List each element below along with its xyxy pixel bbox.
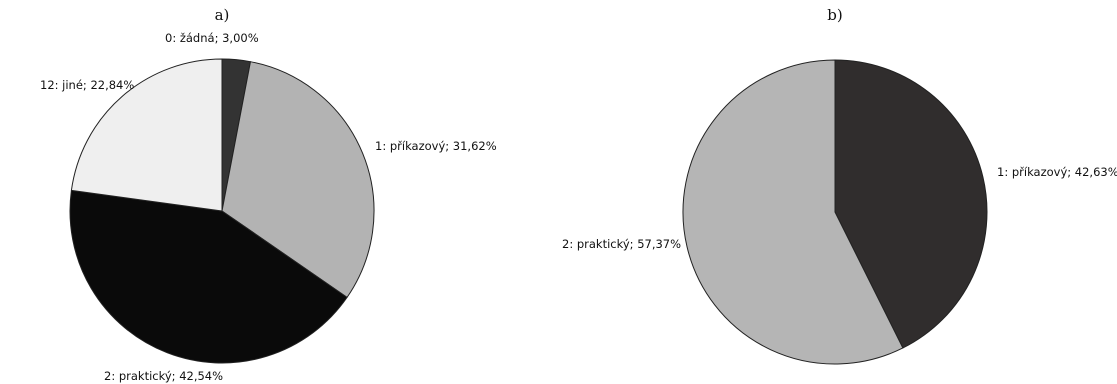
chart-a-title: a) (215, 6, 230, 24)
chart-a-slice-2 (69, 189, 348, 364)
chart-a-label-zadna: 0: žádná; 3,00% (165, 31, 259, 45)
chart-a-label-prikazovy: 1: příkazový; 31,62% (375, 139, 497, 153)
chart-b-slice-1 (682, 59, 904, 365)
chart-b-title: b) (827, 6, 842, 24)
chart-a-slice-3 (70, 58, 223, 212)
chart-a-slices (69, 58, 375, 364)
chart-b-label-prikazovy: 1: příkazový; 42,63% (997, 165, 1117, 179)
chart-b: b) 1: příkazový; 42,63% 2: praktický; 57… (562, 6, 1117, 365)
chart-b-slices (682, 59, 988, 365)
chart-b-label-prakticky: 2: praktický; 57,37% (562, 237, 681, 251)
chart-a-label-prakticky: 2: praktický; 42,54% (104, 369, 223, 383)
chart-a: a) 0: žádná; 3,00% 1: příkazový; 31,62% … (40, 6, 497, 383)
chart-a-slice-1 (221, 61, 375, 298)
chart-a-label-jine: 12: jiné; 22,84% (40, 78, 134, 92)
chart-b-slice-0 (834, 59, 988, 349)
